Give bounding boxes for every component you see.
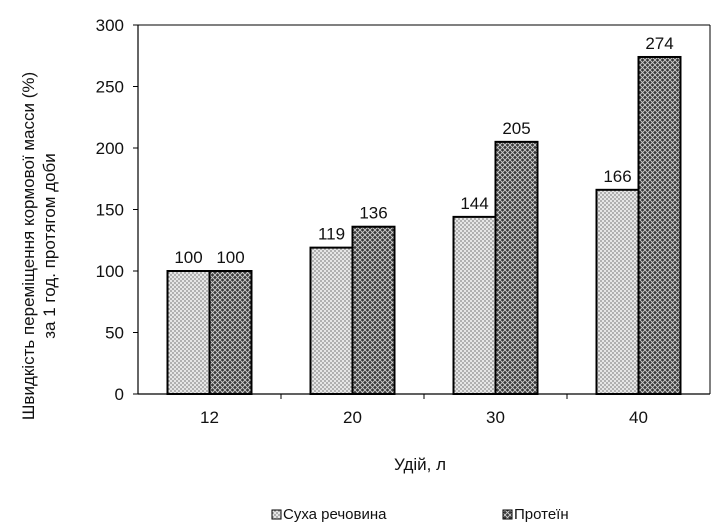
legend: Суха речовина Протеїн [272,506,569,523]
x-tick-label: 40 [629,408,648,427]
y-tick-label: 0 [115,385,124,404]
bar-dry-matter-12 [168,271,210,394]
y-tick-label: 250 [96,78,124,97]
data-label-protein-12: 100 [216,248,244,267]
legend-swatch-protein [503,510,512,519]
data-label-dry-matter-12: 100 [174,248,202,267]
y-axis-title-line-2: за 1 год. протягом доби [40,153,59,338]
bar-dry-matter-30 [454,217,496,394]
y-tick-label: 100 [96,262,124,281]
x-tick-label: 12 [200,408,219,427]
data-label-protein-20: 136 [359,204,387,223]
x-tick-label: 30 [486,408,505,427]
bar-dry-matter-40 [597,190,639,394]
legend-swatch-dry-matter [272,510,281,519]
bar-protein-20 [353,227,395,394]
y-axis-title: Швидкість переміщення кормової масси (%)… [19,72,59,420]
x-axis-title: Удій, л [394,455,446,474]
data-label-protein-40: 274 [645,34,673,53]
legend-item-protein: Протеїн [503,506,569,523]
data-label-dry-matter-30: 144 [460,194,488,213]
data-label-protein-30: 205 [502,119,530,138]
x-tick-label: 20 [343,408,362,427]
bar-protein-12 [210,271,252,394]
y-tick-label: 150 [96,201,124,220]
y-axis-title-line-1: Швидкість переміщення кормової масси (%) [19,72,38,420]
y-tick-label: 50 [105,324,124,343]
legend-label-protein: Протеїн [514,506,569,523]
bar-protein-40 [639,57,681,394]
y-tick-label: 300 [96,16,124,35]
bar-protein-30 [496,142,538,394]
bar-dry-matter-20 [311,248,353,394]
legend-label-dry-matter: Суха речовина [283,506,387,523]
data-label-dry-matter-20: 119 [318,225,345,244]
y-tick-label: 200 [96,139,124,158]
legend-item-dry-matter: Суха речовина [272,506,387,523]
data-label-dry-matter-40: 166 [603,167,631,186]
